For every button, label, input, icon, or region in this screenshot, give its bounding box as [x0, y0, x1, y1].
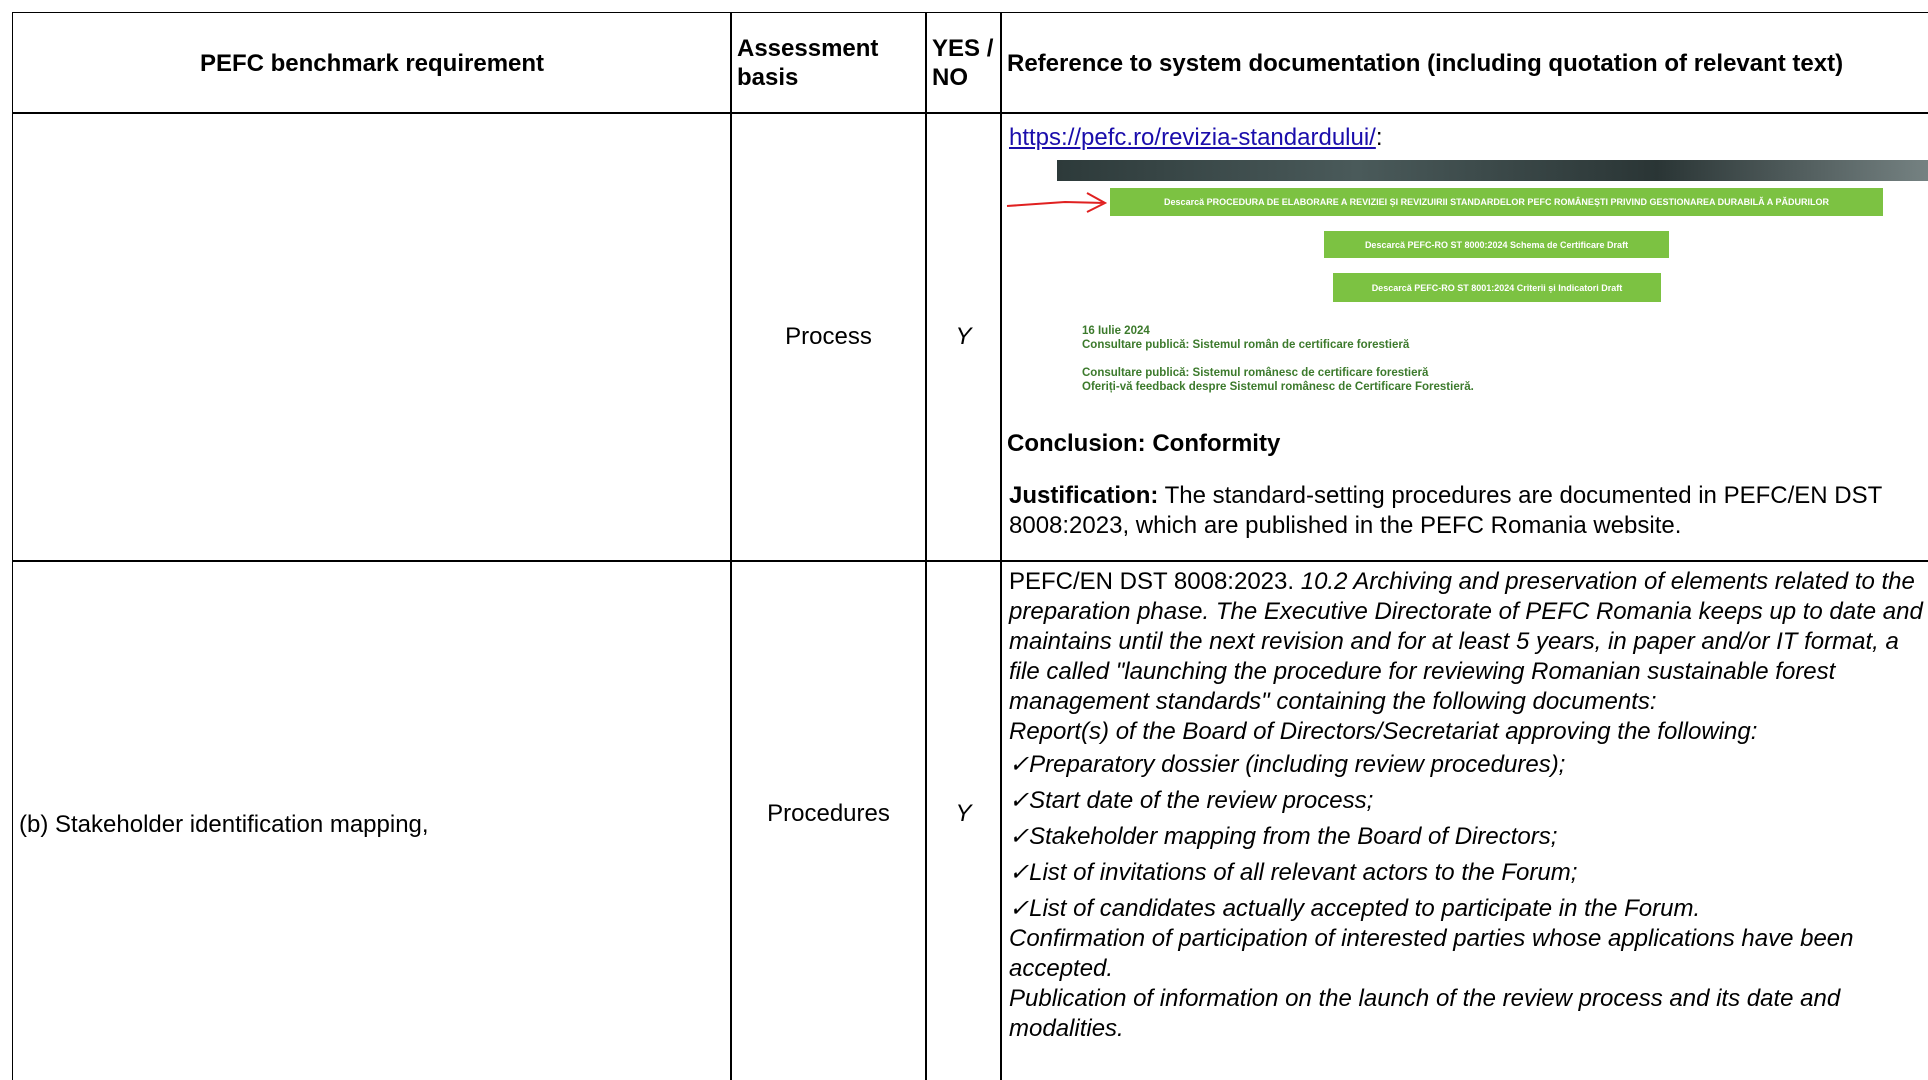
check-item: ✓Start date of the review process; — [1009, 787, 1374, 814]
quote: 10.2 Archiving and preservation of eleme… — [1009, 568, 1923, 715]
banner — [1057, 160, 1928, 181]
check-item: ✓Preparatory dossier (including review p… — [1009, 751, 1566, 778]
news-item: Consultare publică: Sistemul român de ce… — [1082, 339, 1410, 351]
paragraph: PEFC/EN DST 8008:2023. 10.2 Archiving an… — [1009, 567, 1928, 717]
news-item: Consultare publică: Sistemul românesc de… — [1082, 367, 1429, 379]
text: Confirmation of participation of interes… — [1009, 925, 1854, 982]
check-item: ✓Stakeholder mapping from the Board of D… — [1009, 823, 1558, 850]
cell — [12, 112, 732, 562]
header-cell: Reference to system documentation (inclu… — [1000, 12, 1928, 114]
text: : — [1375, 124, 1383, 151]
header-cell: PEFC benchmark requirement — [12, 12, 732, 114]
text: Report(s) of the Board of Directors/Secr… — [1009, 718, 1758, 745]
check-item: ✓List of candidates actually accepted to… — [1009, 895, 1701, 922]
cell: Procedures — [730, 560, 927, 1080]
header-cell: Assessment basis — [730, 12, 927, 114]
news-item: Oferiți-vă feedback despre Sistemul româ… — [1082, 381, 1474, 393]
cell: Process — [730, 112, 927, 562]
label: Justification: — [1009, 482, 1159, 509]
red-arrow — [1006, 192, 1108, 213]
check-item: ✓List of invitations of all relevant act… — [1009, 859, 1578, 886]
cell: Y — [925, 112, 1002, 562]
cell: (b) Stakeholder identification mapping, — [12, 560, 732, 1080]
text: Publication of information on the launch… — [1009, 985, 1841, 1042]
cell: Y — [925, 560, 1002, 1080]
link[interactable]: https://pefc.ro/revizia-standardului/ — [1009, 124, 1376, 151]
download-button[interactable]: Descarcă PROCEDURA DE ELABORARE A REVIZI… — [1110, 188, 1883, 216]
conclusion: Conclusion: Conformity — [1007, 430, 1281, 457]
header-cell: YES / NO — [925, 12, 1002, 114]
reference-cell: https://pefc.ro/revizia-standardului/: C… — [1000, 112, 1928, 562]
download-button[interactable]: Descarcă PEFC-RO ST 8001:2024 Criterii ș… — [1333, 273, 1661, 302]
justification: Justification: The standard-setting proc… — [1009, 481, 1928, 541]
text: PEFC/EN DST 8008:2023. — [1009, 568, 1295, 595]
text: (b) Stakeholder identification mapping, — [19, 811, 429, 838]
download-button[interactable]: Descarcă PEFC-RO ST 8000:2024 Schema de … — [1324, 231, 1669, 258]
news-date: 16 Iulie 2024 — [1082, 325, 1150, 337]
text: The standard-setting procedures are docu… — [1009, 482, 1882, 539]
reference-cell: PEFC/EN DST 8008:2023. 10.2 Archiving an… — [1000, 560, 1928, 1080]
website-screenshot: Descarcă PROCEDURA DE ELABORARE A REVIZI… — [1057, 160, 1928, 406]
